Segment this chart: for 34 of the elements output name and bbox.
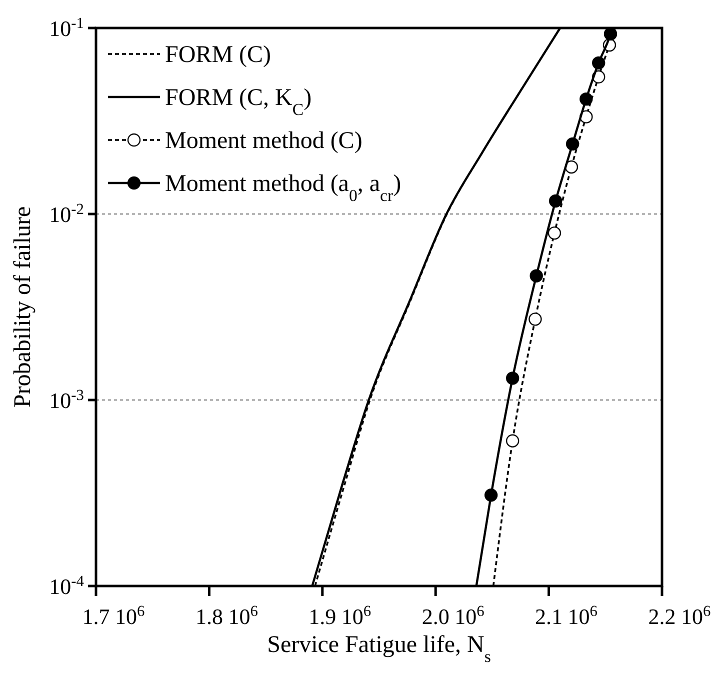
y-tick-label: 10$^{-1}$ [49, 14, 84, 41]
point [484, 488, 498, 502]
x-tick-label: 2.1 [535, 604, 563, 629]
point [548, 194, 562, 208]
legend-label: FORM (C, K$_{C}$) [165, 85, 312, 118]
point [566, 137, 580, 151]
point [564, 160, 578, 174]
point [592, 56, 606, 70]
point [580, 92, 593, 106]
point [528, 312, 542, 326]
x-tick-label: 2.0 [422, 604, 450, 629]
text: 10$^{6}$ [341, 602, 372, 629]
x-tick-label: 1.8 [195, 604, 223, 629]
x-axis-title: Service Fatigue life, N$_{s}$ [267, 632, 491, 666]
text: 10$^{6}$ [568, 602, 598, 629]
y-tick-label: 10$^{-2}$ [49, 200, 84, 227]
y-tick-label: 10$^{-4}$ [49, 572, 84, 599]
legend-label: Moment method (a$_{0}$, a$_{cr}$) [165, 171, 402, 204]
point [506, 434, 520, 448]
text: 10$^{6}$ [115, 602, 145, 629]
text: 10$^{6}$ [681, 602, 711, 629]
x-tick-label: 1.7 [82, 604, 110, 629]
legend-label: Moment method (C) [165, 128, 362, 154]
x-tick-label: 2.2 [648, 604, 676, 629]
point [604, 28, 618, 41]
x-tick-label: 1.9 [308, 604, 336, 629]
y-tick-label: 10$^{-3}$ [49, 386, 84, 413]
legend-label: FORM (C) [165, 42, 272, 68]
point [530, 269, 543, 282]
point [506, 372, 520, 385]
text: 10$^{6}$ [454, 602, 485, 629]
text: 10$^{6}$ [228, 602, 258, 629]
y-axis-title: Probability of failure [10, 206, 36, 408]
point [548, 226, 562, 240]
